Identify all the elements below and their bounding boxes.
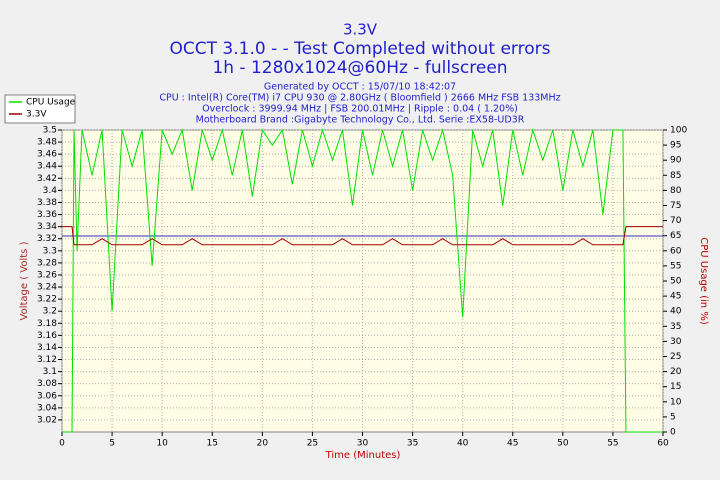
- x-tick-label: 0: [59, 439, 65, 449]
- series-line: [62, 226, 663, 246]
- x-tick-label: 55: [607, 439, 618, 449]
- subtitle: 1h - 1280x1024@60Hz - fullscreen: [212, 58, 507, 78]
- y2-tick-label: 30: [670, 337, 682, 347]
- info-line: Generated by OCCT : 15/07/10 18:42:07: [264, 82, 456, 93]
- y-tick-label: 3.42: [37, 174, 57, 184]
- y-tick-label: 3.5: [43, 126, 57, 136]
- y2-tick-label: 80: [670, 186, 682, 196]
- x-tick-label: 50: [557, 439, 569, 449]
- y2-tick-label: 90: [670, 156, 682, 166]
- y-tick-label: 3.4: [43, 186, 58, 196]
- x-tick-label: 40: [457, 439, 469, 449]
- y2-tick-label: 50: [670, 277, 682, 287]
- info-line: Overclock : 3999.94 MHz | FSB 200.01MHz …: [202, 104, 518, 115]
- info-line: CPU : Intel(R) Core(TM) i7 CPU 930 @ 2.8…: [159, 93, 560, 104]
- y-tick-label: 3.28: [37, 258, 57, 268]
- y2-tick-label: 65: [670, 231, 681, 241]
- x-tick-label: 35: [407, 439, 418, 449]
- y-tick-label: 3.08: [37, 379, 57, 389]
- y-tick-label: 3.44: [37, 162, 57, 172]
- y2-tick-label: 35: [670, 322, 681, 332]
- y2-tick-label: 100: [670, 126, 687, 136]
- y2-tick-label: 15: [670, 382, 681, 392]
- y-axis-label: Voltage ( Volts ): [19, 241, 30, 320]
- y2-tick-label: 70: [670, 216, 682, 226]
- x-tick-label: 30: [357, 439, 369, 449]
- y-tick-label: 3.46: [37, 150, 57, 160]
- y2-tick-label: 0: [670, 428, 676, 438]
- y-tick-label: 3.24: [37, 283, 57, 293]
- y-tick-label: 3.18: [37, 319, 57, 329]
- y-tick-label: 3.1: [43, 367, 57, 377]
- y-tick-label: 3.3: [43, 246, 57, 256]
- y-tick-label: 3.32: [37, 234, 57, 244]
- x-tick-label: 60: [657, 439, 669, 449]
- y2-tick-label: 5: [670, 412, 676, 422]
- y-tick-label: 3.02: [37, 415, 57, 425]
- legend: [4, 94, 76, 124]
- x-tick-label: 15: [207, 439, 218, 449]
- y-tick-label: 3.2: [43, 307, 57, 317]
- x-axis-label: Time (Minutes): [325, 450, 401, 461]
- y2-tick-label: 75: [670, 201, 681, 211]
- y-tick-label: 3.04: [37, 403, 57, 413]
- y-tick-label: 3.22: [37, 295, 57, 305]
- y2-axis-label: CPU Usage (in %): [698, 237, 709, 325]
- x-tick-label: 45: [507, 439, 518, 449]
- y2-tick-label: 95: [670, 141, 681, 151]
- y2-tick-label: 40: [670, 307, 682, 317]
- legend-label: CPU Usage: [26, 98, 76, 108]
- y2-tick-label: 10: [670, 397, 682, 407]
- subtitle: OCCT 3.1.0 - - Test Completed without er…: [170, 39, 551, 59]
- y-tick-label: 3.06: [37, 391, 57, 401]
- y2-tick-label: 20: [670, 367, 682, 377]
- y-tick-label: 3.14: [37, 343, 57, 353]
- y-tick-label: 3.36: [37, 210, 57, 220]
- y-tick-label: 3.16: [37, 331, 57, 341]
- y-tick-label: 3.38: [37, 198, 57, 208]
- x-tick-label: 25: [307, 439, 318, 449]
- y2-tick-label: 60: [670, 246, 682, 256]
- y2-tick-label: 25: [670, 352, 681, 362]
- x-tick-label: 20: [257, 439, 269, 449]
- y2-tick-label: 45: [670, 292, 681, 302]
- y-tick-label: 3.12: [37, 355, 57, 365]
- y2-tick-label: 85: [670, 171, 681, 181]
- x-tick-label: 10: [156, 439, 168, 449]
- legend-label: 3.3V: [26, 110, 47, 120]
- chart-title: 3.3V: [343, 21, 378, 39]
- x-tick-label: 5: [109, 439, 115, 449]
- y-tick-label: 3.48: [37, 138, 57, 148]
- y2-tick-label: 55: [670, 261, 681, 271]
- y-tick-label: 3.34: [37, 222, 57, 232]
- y-tick-label: 3.26: [37, 270, 57, 280]
- series-line: [62, 128, 663, 433]
- info-line: Motherboard Brand :Gigabyte Technology C…: [196, 115, 525, 126]
